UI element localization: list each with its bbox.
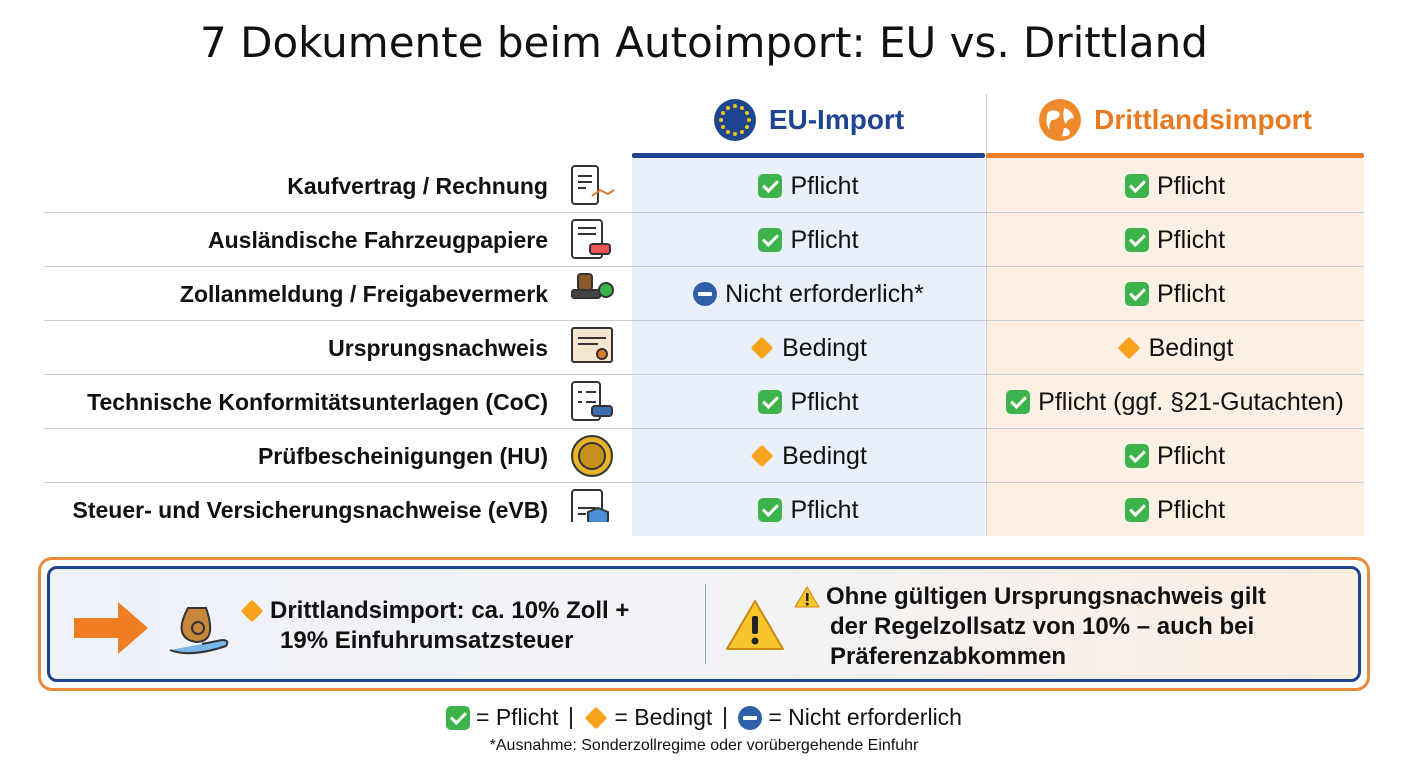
note-line: Präferenzabkommen: [830, 643, 1067, 670]
third-cell: Pflicht (ggf. §21-Gutachten): [986, 375, 1364, 429]
divider: [986, 94, 987, 536]
status: Bedingt: [782, 441, 867, 470]
status: Pflicht: [790, 495, 859, 524]
separator: [570, 706, 573, 729]
third-cell: Pflicht: [986, 159, 1364, 213]
eu-underline: [632, 153, 985, 158]
third-cell: Pflicht: [986, 429, 1364, 483]
doc-label: Kaufvertrag / Rechnung: [287, 173, 548, 199]
status: Bedingt: [1148, 333, 1234, 362]
row-line: [44, 428, 1364, 429]
eu-header: EU-Import: [632, 96, 985, 144]
note-line: der Regelzollsatz von 10% – auch bei: [830, 613, 1255, 640]
note-line: Drittlandsimport: ca. 10% Zoll +: [270, 597, 630, 624]
third-cell: Pflicht: [986, 483, 1364, 537]
third-header: Drittlandsimport: [986, 96, 1364, 144]
legend: = Pflicht = Bedingt = Nicht erforderlich: [0, 704, 1408, 731]
column-title: Drittlandsimport: [1094, 104, 1312, 135]
globe: [1039, 99, 1082, 141]
row-line: [44, 266, 1364, 267]
status: Pflicht: [1156, 279, 1226, 308]
row-line: [44, 320, 1364, 321]
status: Pflicht: [1156, 495, 1226, 524]
status: Pflicht: [1156, 441, 1226, 470]
legend-item: = Nicht erforderlich: [768, 704, 962, 730]
status: Bedingt: [782, 333, 867, 362]
eu-cell: Pflicht: [632, 375, 985, 429]
status: Nicht erforderlich*: [725, 279, 924, 308]
notes-divider: [705, 584, 706, 664]
doc-label: Technische Konformitätsunterlagen (CoC): [87, 389, 548, 415]
eu-cell: Bedingt: [632, 429, 985, 483]
row-line: [44, 374, 1364, 375]
legend-item: = Pflicht: [476, 704, 559, 730]
eu-cell: Pflicht: [632, 483, 985, 537]
notes-box: [47, 566, 1361, 682]
note-line: Ohne gültigen Ursprungsnachweis gilt: [826, 583, 1267, 610]
third-cell: Bedingt: [986, 321, 1364, 375]
status: Pflicht: [1156, 225, 1226, 254]
status: Pflicht: [790, 171, 859, 200]
eu-cell: Nicht erforderlich*: [632, 267, 985, 321]
doc-label: Ursprungsnachweis: [328, 335, 548, 361]
tax-note: Drittlandsimport: ca. 10% Zoll + 19% Ein…: [240, 596, 629, 656]
status: Pflicht: [790, 225, 859, 254]
legend-item: = Bedingt: [614, 704, 713, 730]
column-title: EU-Import: [768, 104, 905, 135]
notes-frame: [38, 557, 1370, 691]
doc-label: Prüfbescheinigungen (HU): [257, 443, 548, 469]
note-line: 19% Einfuhrumsatzsteuer: [280, 627, 574, 654]
eu-cell: Pflicht: [632, 213, 985, 267]
status: Pflicht: [790, 387, 859, 416]
doc-label: Zollanmeldung / Freigabevermerk: [179, 281, 548, 307]
third-underline: [986, 153, 1364, 158]
footnote: *Ausnahme: Sonderzollregime oder vorüber…: [489, 737, 919, 754]
doc-label: Ausländische Fahrzeugpapiere: [208, 227, 548, 253]
row-line: [44, 212, 1364, 213]
eu-flag: [713, 99, 756, 141]
separator: [724, 706, 727, 729]
title: 7 Dokumente beim Autoimport: EU vs. Drit…: [200, 18, 1208, 67]
eu-column-bg: [632, 158, 985, 536]
doc-icons: [571, 165, 615, 522]
row-line: [44, 482, 1364, 483]
warning-small: [794, 586, 820, 608]
doc-label: Steuer- und Versicherungsnachweise (eVB): [72, 497, 548, 523]
status: Pflicht (ggf. §21-Gutachten): [1038, 387, 1344, 416]
third-cell: Pflicht: [986, 213, 1364, 267]
tax-graphics: [74, 602, 229, 655]
status: Pflicht: [1156, 171, 1226, 200]
warning-icon: [726, 600, 784, 650]
third-column-bg: [986, 158, 1364, 536]
third-cell: Pflicht: [986, 267, 1364, 321]
warning-note: Ohne gültigen Ursprungsnachweis gilt der…: [794, 582, 1266, 672]
eu-cell: Pflicht: [632, 159, 985, 213]
eu-cell: Bedingt: [632, 321, 985, 375]
